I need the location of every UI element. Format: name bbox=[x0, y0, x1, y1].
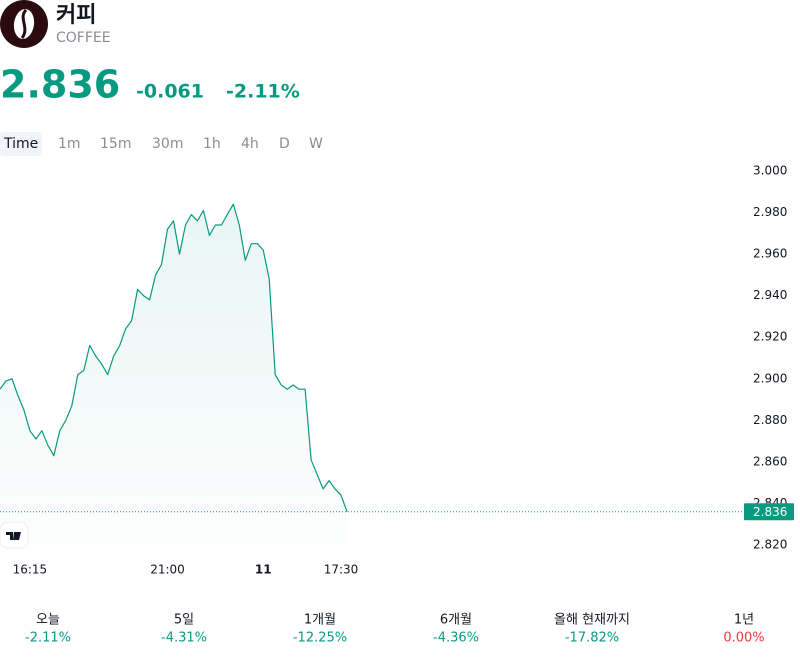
y-tick-label: 2.900 bbox=[753, 371, 787, 385]
timeframe-tab[interactable]: D bbox=[279, 136, 290, 152]
period-change[interactable]: -2.11% bbox=[25, 631, 71, 646]
logo bbox=[0, 0, 48, 48]
tab-selected-bg bbox=[0, 132, 42, 156]
timeframe-tab[interactable]: 1h bbox=[203, 136, 221, 152]
period-label[interactable]: 1년 bbox=[734, 613, 754, 628]
period-change[interactable]: -12.25% bbox=[293, 631, 347, 646]
timeframe-tab[interactable]: 4h bbox=[241, 136, 259, 152]
x-tick-label: 11 bbox=[255, 563, 272, 577]
y-tick-label: 2.880 bbox=[753, 413, 787, 427]
timeframe-tab[interactable]: W bbox=[309, 136, 323, 152]
change: -0.061 bbox=[136, 81, 204, 103]
x-tick-label: 17:30 bbox=[324, 563, 359, 577]
last-price-box bbox=[744, 503, 794, 521]
period-change[interactable]: -4.36% bbox=[433, 631, 479, 646]
change-percent: -2.11% bbox=[226, 81, 300, 103]
subtitle: COFFEE bbox=[56, 30, 111, 46]
y-tick-label: 2.940 bbox=[753, 288, 787, 302]
y-tick-label: 2.960 bbox=[753, 247, 787, 261]
period-label[interactable]: 1개월 bbox=[304, 613, 336, 628]
y-tick-label: 2.820 bbox=[753, 538, 787, 552]
price: 2.836 bbox=[0, 63, 120, 107]
tv-logo bbox=[0, 521, 29, 549]
title: 커피 bbox=[56, 3, 96, 28]
period-label[interactable]: 올해 현재까지 bbox=[554, 613, 630, 628]
timeframe-tab[interactable]: 30m bbox=[152, 136, 183, 152]
area bbox=[0, 204, 347, 545]
y-tick-label: 2.860 bbox=[753, 454, 787, 468]
period-change[interactable]: -4.31% bbox=[161, 631, 207, 646]
y-tick-label: 3.000 bbox=[753, 164, 787, 178]
price-line bbox=[0, 203, 348, 513]
period-label[interactable]: 6개월 bbox=[440, 613, 472, 628]
timeframe-tab[interactable]: Time bbox=[3, 136, 38, 152]
period-change[interactable]: 0.00% bbox=[723, 631, 764, 646]
y-tick-label: 2.920 bbox=[753, 330, 787, 344]
y-tick-label: 2.980 bbox=[753, 205, 787, 219]
last-price-label: 2.836 bbox=[753, 505, 787, 519]
chart: 2.8202.8402.8602.8802.9002.9202.9402.960… bbox=[0, 164, 794, 577]
x-tick-label: 16:15 bbox=[13, 563, 48, 577]
performance-bar: 오늘 -2.11% 5일 -4.31% 1개월 -12.25% 6개월 -4.36% 올해 현재… bbox=[25, 613, 765, 646]
timeframe-tabs: Time 1m 15m 30m 1h 4h D W bbox=[0, 132, 323, 156]
period-label[interactable]: 5일 bbox=[174, 613, 194, 628]
timeframe-tab[interactable]: 1m bbox=[58, 136, 81, 152]
timeframe-tab[interactable]: 15m bbox=[100, 136, 131, 152]
x-tick-label: 21:00 bbox=[150, 563, 185, 577]
period-change[interactable]: -17.82% bbox=[565, 631, 619, 646]
period-label[interactable]: 오늘 bbox=[36, 613, 60, 628]
